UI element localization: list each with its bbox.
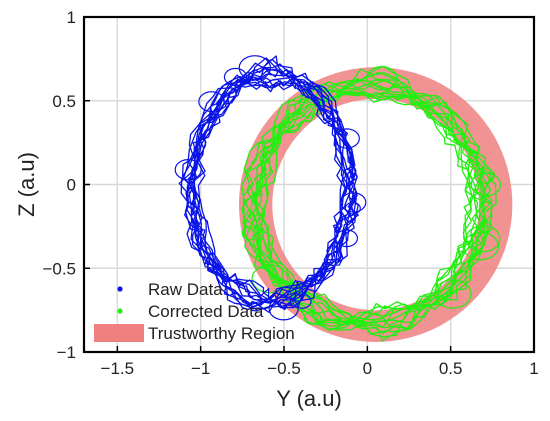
x-tick-label: 0.5 (439, 359, 463, 378)
legend-marker-corrected-data (117, 308, 123, 314)
y-axis-label: Z (a.u) (14, 152, 39, 217)
series-raw-data (174, 55, 367, 321)
series-excursion (268, 296, 299, 321)
legend: Raw Data Corrected Data Trustworthy Regi… (94, 280, 295, 343)
x-tick-label: 0 (363, 359, 372, 378)
series-excursion (238, 55, 272, 81)
y-tick-label: 0 (67, 176, 76, 195)
legend-label-trustworthy-region: Trustworthy Region (148, 324, 295, 343)
series-excursion (344, 201, 361, 215)
series-trace (241, 65, 497, 342)
y-tick-label: −1 (57, 343, 76, 362)
series-excursion (174, 158, 202, 181)
legend-swatch-trustworthy-region (94, 324, 144, 342)
x-tick-label: −0.5 (267, 359, 301, 378)
legend-marker-raw-data (117, 286, 123, 292)
series-trace (178, 55, 359, 314)
y-tick-label: 0.5 (52, 92, 76, 111)
series-excursion (292, 293, 312, 309)
series-excursion (478, 221, 493, 233)
series-excursion (241, 226, 260, 241)
x-axis-label: Y (a.u) (276, 386, 342, 411)
series-excursion (333, 128, 360, 149)
series-excursion (223, 67, 248, 87)
series-excursion (303, 310, 322, 325)
series-corrected-data (241, 65, 502, 342)
series-excursion (335, 229, 359, 248)
y-tick-label: 1 (67, 8, 76, 27)
legend-label-raw-data: Raw Data (148, 280, 223, 299)
series-excursion (470, 172, 502, 197)
axis-ticks: −1.5 −1 −0.5 0 0.5 1 −1 −0.5 0 0.5 1 (42, 8, 538, 378)
series-excursion (433, 279, 472, 309)
series-excursion (462, 231, 500, 261)
series-layer (174, 55, 502, 342)
y-tick-label: −0.5 (42, 259, 76, 278)
series-excursion (365, 65, 398, 91)
x-tick-label: 1 (529, 359, 538, 378)
x-tick-label: −1.5 (101, 359, 135, 378)
series-excursion (198, 91, 225, 113)
series-excursion (473, 167, 495, 184)
legend-label-corrected-data: Corrected Data (148, 302, 264, 321)
x-tick-label: −1 (191, 359, 210, 378)
